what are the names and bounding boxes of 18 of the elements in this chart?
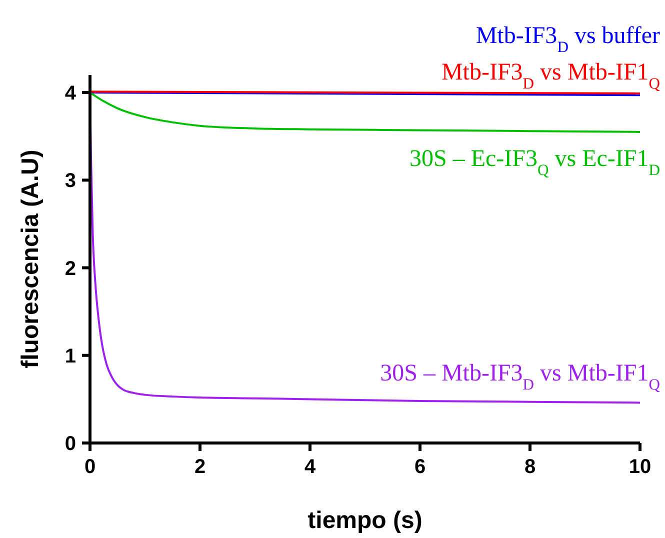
- x-tick-label: 8: [524, 456, 536, 478]
- series-label: Mtb-IF3$_{D}$ vs Mtb-IF1$_{Q}$: [441, 59, 660, 92]
- x-axis-title: tiempo (s): [308, 507, 422, 534]
- line-series: [89, 92, 641, 133]
- series-label: 30S – Mtb-IF3$_{D}$ vs Mtb-IF1$_{Q}$: [380, 360, 660, 394]
- series-label: Mtb-IF3$_{D}$ vs buffer: [476, 23, 660, 56]
- x-tick-label: 0: [84, 456, 96, 478]
- series-label: 30S – Ec-IF3$_{Q}$ vs Ec-IF1$_{D}$: [409, 146, 660, 178]
- x-tick-label: 10: [628, 456, 652, 478]
- x-tick-label: 6: [414, 456, 426, 478]
- y-tick-label: 0: [64, 433, 76, 455]
- y-tick-label: 1: [64, 345, 76, 368]
- y-tick-label: 4: [64, 82, 77, 105]
- y-tick-label: 3: [64, 170, 76, 192]
- x-tick-label: 4: [304, 456, 316, 478]
- y-axis-title: fluorescencia (A.U): [17, 150, 44, 368]
- x-tick-label: 2: [194, 456, 206, 478]
- y-tick-label: 2: [64, 258, 76, 280]
